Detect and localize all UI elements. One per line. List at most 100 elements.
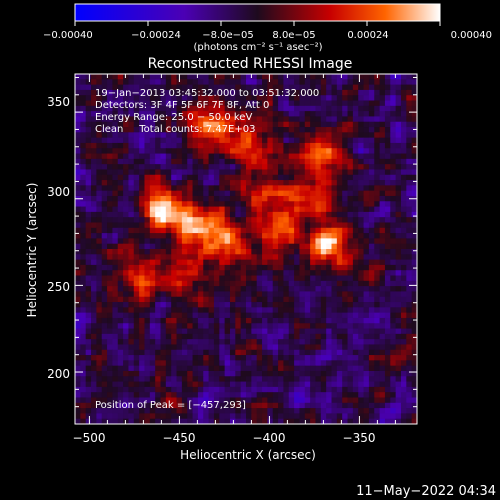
heatmap-cell: [160, 355, 167, 361]
heatmap-cell: [400, 164, 407, 170]
heatmap-cell: [411, 344, 418, 351]
heatmap-cell: [96, 116, 103, 123]
heatmap-cell: [128, 206, 135, 213]
heatmap-cell: [406, 201, 413, 207]
heatmap-cell: [235, 392, 242, 398]
heatmap-cell: [224, 418, 231, 425]
heatmap-cell: [267, 127, 274, 133]
heatmap-cell: [278, 365, 284, 372]
heatmap-cell: [320, 217, 327, 223]
heatmap-cell: [80, 355, 87, 361]
heatmap-cell: [192, 180, 199, 186]
heatmap-cell: [176, 227, 183, 234]
heatmap-cell: [165, 259, 172, 266]
heatmap-cell: [246, 291, 252, 298]
heatmap-cell: [246, 100, 252, 107]
heatmap-cell: [358, 158, 364, 165]
heatmap-cell: [251, 95, 258, 101]
heatmap-cell: [331, 100, 338, 107]
heatmap-cell: [304, 413, 311, 420]
heatmap-cell: [278, 344, 284, 351]
heatmap-cell: [117, 243, 124, 250]
heatmap-cell: [390, 286, 397, 292]
heatmap-cell: [299, 243, 306, 250]
heatmap-cell: [246, 413, 252, 420]
heatmap-cell: [379, 169, 386, 176]
heatmap-cell: [181, 84, 188, 91]
heatmap-cell: [85, 355, 92, 361]
heatmap-cell: [267, 259, 274, 266]
heatmap-cell: [123, 111, 129, 117]
heatmap-cell: [224, 381, 231, 388]
heatmap-cell: [363, 291, 370, 298]
heatmap-cell: [117, 217, 124, 223]
heatmap-cell: [400, 137, 407, 144]
heatmap-cell: [197, 243, 204, 250]
heatmap-cell: [213, 100, 220, 107]
heatmap-cell: [326, 180, 332, 186]
heatmap-cell: [171, 206, 177, 213]
heatmap-cell: [336, 370, 343, 377]
heatmap-cell: [256, 302, 263, 308]
heatmap-cell: [379, 132, 386, 139]
heatmap-cell: [256, 317, 263, 324]
heatmap-cell: [112, 376, 119, 382]
heatmap-cell: [272, 206, 279, 213]
heatmap-cell: [352, 365, 359, 372]
heatmap-cell: [224, 116, 231, 123]
heatmap-cell: [294, 264, 300, 271]
heatmap-cell: [144, 217, 151, 223]
heatmap-cell: [374, 307, 380, 314]
heatmap-cell: [299, 344, 306, 351]
heatmap-cell: [336, 185, 343, 192]
heatmap-cell: [160, 307, 167, 314]
heatmap-cell: [358, 174, 364, 181]
heatmap-cell: [315, 376, 322, 382]
heatmap-cell: [294, 158, 300, 165]
heatmap-cell: [246, 344, 252, 351]
heatmap-cell: [80, 264, 87, 271]
heatmap-cell: [91, 95, 97, 101]
heatmap-cell: [294, 254, 300, 260]
heatmap-cell: [310, 339, 316, 345]
heatmap-cell: [283, 397, 290, 404]
heatmap-cell: [411, 89, 418, 96]
heatmap-cell: [368, 238, 375, 245]
heatmap-cell: [155, 158, 161, 165]
heatmap-cell: [181, 180, 188, 186]
heatmap-cell: [96, 142, 103, 149]
heatmap-cell: [278, 195, 284, 202]
heatmap-cell: [400, 195, 407, 202]
heatmap-cell: [155, 302, 161, 308]
heatmap-cell: [224, 174, 231, 181]
heatmap-cell: [246, 121, 252, 128]
heatmap-cell: [288, 249, 295, 255]
heatmap-cell: [374, 190, 380, 197]
heatmap-cell: [187, 381, 193, 388]
heatmap-cell: [320, 238, 327, 245]
heatmap-cell: [352, 323, 359, 329]
heatmap-cell: [336, 402, 343, 409]
heatmap-cell: [358, 227, 364, 234]
heatmap-cell: [155, 227, 161, 234]
heatmap-cell: [117, 249, 124, 255]
heatmap-cell: [390, 127, 397, 133]
heatmap-cell: [406, 249, 413, 255]
heatmap-cell: [315, 206, 322, 213]
heatmap-cell: [358, 360, 364, 367]
heatmap-cell: [256, 164, 263, 170]
heatmap-cell: [262, 408, 268, 414]
heatmap-cell: [352, 339, 359, 345]
heatmap-cell: [160, 286, 167, 292]
heatmap-cell: [379, 238, 386, 245]
heatmap-cell: [155, 286, 161, 292]
heatmap-cell: [139, 312, 145, 319]
heatmap-cell: [149, 174, 156, 181]
heatmap-cell: [368, 317, 375, 324]
heatmap-cell: [107, 397, 113, 404]
heatmap-cell: [91, 243, 97, 250]
heatmap-cell: [342, 206, 348, 213]
heatmap-cell: [96, 180, 103, 186]
heatmap-cell: [171, 100, 177, 107]
heatmap-cell: [384, 206, 391, 213]
